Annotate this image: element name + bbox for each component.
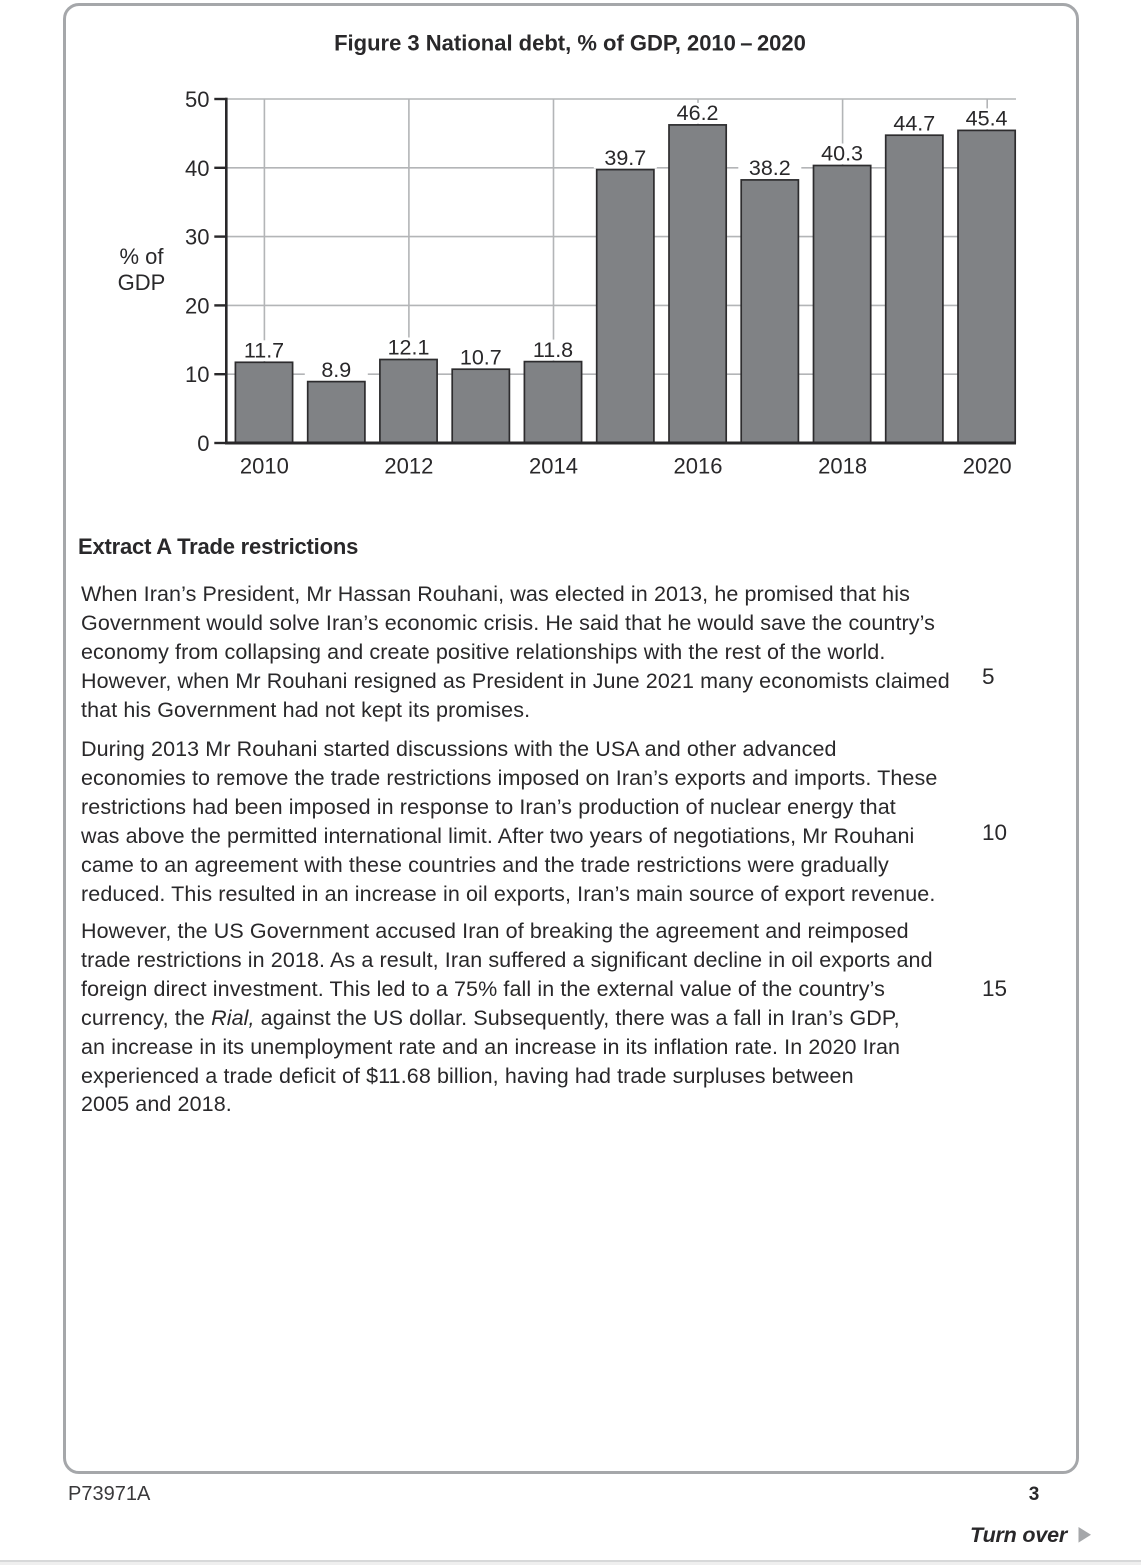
svg-text:2018: 2018	[818, 454, 867, 479]
svg-text:40.3: 40.3	[821, 142, 863, 166]
svg-text:2014: 2014	[529, 454, 578, 479]
svg-text:10.7: 10.7	[460, 345, 502, 369]
svg-text:Figure 3 National debt, % of G: Figure 3 National debt, % of GDP, 2010 –…	[334, 30, 806, 55]
svg-text:11.7: 11.7	[244, 339, 284, 363]
svg-text:2020: 2020	[963, 454, 1012, 479]
svg-text:0: 0	[197, 431, 209, 456]
svg-text:45.4: 45.4	[966, 107, 1008, 131]
svg-text:40: 40	[185, 156, 209, 181]
svg-text:30: 30	[185, 225, 209, 250]
svg-text:50: 50	[185, 87, 209, 112]
svg-text:44.7: 44.7	[893, 111, 935, 135]
svg-text:2016: 2016	[674, 454, 723, 479]
svg-text:39.7: 39.7	[604, 146, 646, 170]
svg-text:11.8: 11.8	[533, 338, 573, 362]
svg-text:46.2: 46.2	[677, 101, 719, 125]
svg-text:2010: 2010	[240, 454, 289, 479]
svg-text:38.2: 38.2	[749, 156, 791, 180]
svg-text:2012: 2012	[384, 454, 433, 479]
svg-text:GDP: GDP	[118, 270, 166, 295]
svg-text:10: 10	[185, 362, 209, 387]
svg-text:12.1: 12.1	[388, 336, 430, 360]
svg-text:8.9: 8.9	[321, 358, 351, 382]
svg-text:% of: % of	[119, 244, 164, 269]
svg-text:20: 20	[185, 293, 209, 318]
